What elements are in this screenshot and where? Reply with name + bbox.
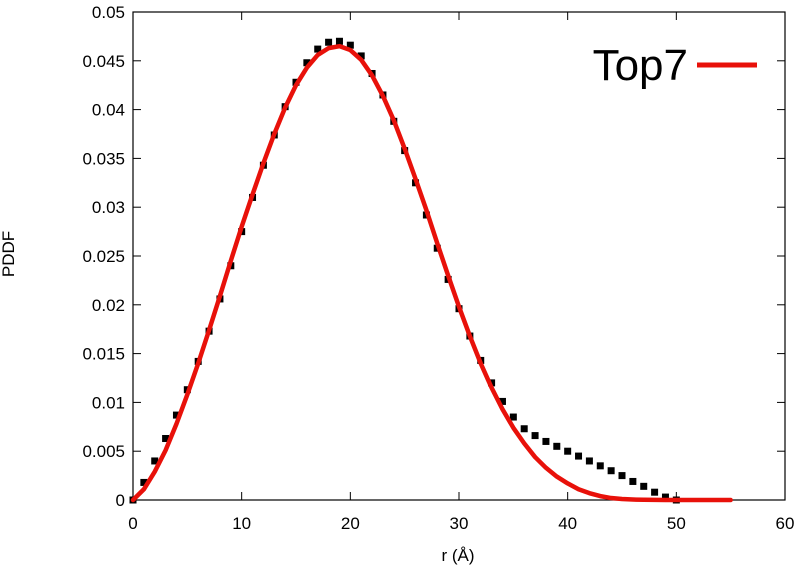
data-point xyxy=(585,457,593,465)
x-tick-label: 20 xyxy=(341,514,360,533)
data-point xyxy=(564,447,572,455)
x-tick-label: 50 xyxy=(667,514,686,533)
series-layer xyxy=(129,37,733,504)
data-point xyxy=(314,45,322,53)
data-point xyxy=(162,435,170,443)
legend: Top7 xyxy=(593,41,757,90)
data-point xyxy=(596,462,604,470)
data-point xyxy=(629,477,637,485)
y-tick-label: 0.02 xyxy=(92,296,125,315)
y-tick-label: 0.05 xyxy=(92,3,125,22)
y-tick-label: 0.045 xyxy=(82,52,125,71)
data-point xyxy=(151,457,159,465)
data-point xyxy=(553,442,561,450)
data-point xyxy=(140,478,148,486)
y-tick-label: 0 xyxy=(116,491,125,510)
data-point xyxy=(640,482,648,490)
data-point xyxy=(618,472,626,480)
data-point xyxy=(520,425,528,433)
data-point xyxy=(498,397,506,405)
data-point xyxy=(607,467,615,475)
legend-label-top7: Top7 xyxy=(593,41,688,90)
y-tick-label: 0.015 xyxy=(82,345,125,364)
data-point xyxy=(346,41,354,49)
data-point xyxy=(661,493,669,501)
x-tick-label: 40 xyxy=(558,514,577,533)
y-tick-label: 0.04 xyxy=(92,101,125,120)
y-axis-ticks: 0 0.005 0.01 0.015 0.02 0.025 0.03 0.035 0.04 0.0… xyxy=(82,3,785,510)
data-point xyxy=(651,488,659,496)
x-tick-label: 0 xyxy=(128,514,137,533)
y-tick-label: 0.03 xyxy=(92,198,125,217)
data-point xyxy=(357,52,365,60)
x-tick-label: 10 xyxy=(232,514,251,533)
x-axis-ticks: 0 10 20 30 40 50 60 xyxy=(128,12,794,533)
data-point xyxy=(531,432,539,440)
y-tick-label: 0.025 xyxy=(82,247,125,266)
data-point xyxy=(325,38,333,46)
y-tick-label: 0.005 xyxy=(82,442,125,461)
x-tick-label: 30 xyxy=(450,514,469,533)
data-point xyxy=(542,437,550,445)
series-line-top7 xyxy=(130,43,733,503)
data-point xyxy=(509,413,517,421)
y-axis-label: PDDF xyxy=(0,231,18,277)
y-tick-label: 0.01 xyxy=(92,393,125,412)
data-point xyxy=(575,452,583,460)
data-point xyxy=(172,411,180,419)
y-tick-label: 0.035 xyxy=(82,149,125,168)
x-tick-label: 60 xyxy=(776,514,795,533)
data-point xyxy=(303,59,311,67)
data-point xyxy=(335,37,343,45)
x-axis-label: r (Å) xyxy=(441,546,474,565)
